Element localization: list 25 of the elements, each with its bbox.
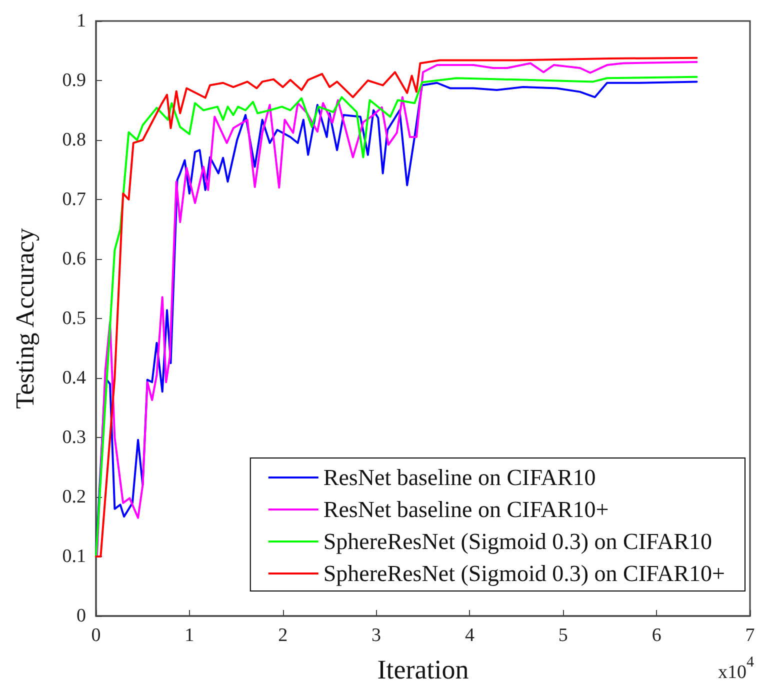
x-tick-label: 1 xyxy=(184,625,194,646)
y-tick-label: 0.8 xyxy=(62,130,86,150)
x-tick-label: 3 xyxy=(372,625,382,646)
x-tick-label: 0 xyxy=(91,625,101,646)
y-tick-label: 0.4 xyxy=(62,368,86,388)
legend-label: ResNet baseline on CIFAR10 xyxy=(323,465,596,490)
x-tick-label: 2 xyxy=(278,625,288,646)
y-tick-label: 1 xyxy=(76,10,86,32)
y-tick-label: 0.9 xyxy=(62,70,86,91)
legend-label: SphereResNet (Sigmoid 0.3) on CIFAR10+ xyxy=(323,561,726,586)
y-tick-label: 0.6 xyxy=(62,248,86,270)
x-axis-title: Iteration xyxy=(377,654,470,684)
x-tick-label: 7 xyxy=(745,625,755,646)
y-tick-label: 0.3 xyxy=(62,427,86,448)
x-tick-label: 4 xyxy=(464,625,475,646)
y-axis-title: Testing Accuracy xyxy=(10,228,40,409)
y-tick-label: 0.2 xyxy=(62,486,86,508)
y-tick-label: 0 xyxy=(76,606,86,626)
legend-label: SphereResNet (Sigmoid 0.3) on CIFAR10 xyxy=(323,529,712,554)
y-tick-label: 0.5 xyxy=(62,308,86,329)
legend-label: ResNet baseline on CIFAR10+ xyxy=(323,497,609,522)
y-tick-label: 0.1 xyxy=(62,546,86,567)
x-tick-label: 6 xyxy=(652,625,662,646)
x-tick-label: 5 xyxy=(558,625,568,646)
y-tick-label: 0.7 xyxy=(62,189,86,210)
